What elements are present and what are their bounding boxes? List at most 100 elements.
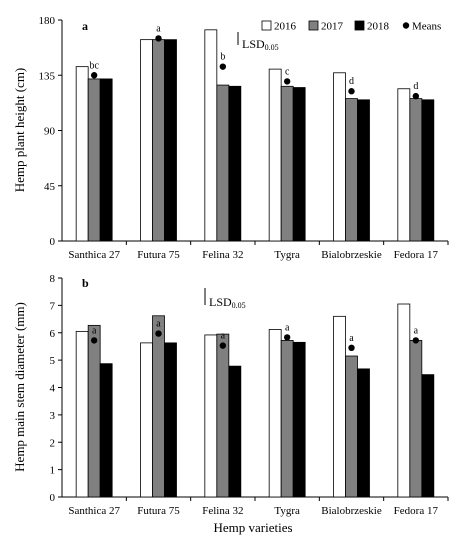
panel-b: b Hemp main stem diameter (mm) LSD0.05 0… [12, 273, 449, 517]
bar-b-2018-5 [421, 374, 435, 498]
significance-letter-b-3: a [285, 322, 290, 333]
category-label-b-0: Santhica 27 [68, 505, 120, 517]
bar-b-2017-3 [280, 340, 294, 498]
bar-b-2018-2 [228, 365, 242, 498]
legend-label-2018: 2018 [367, 21, 390, 33]
significance-letter-a-4: d [349, 76, 354, 87]
significance-letter-a-1: a [156, 23, 161, 34]
x-axis-label: Hemp varieties [213, 520, 292, 535]
bar-b-2016-5 [397, 303, 411, 498]
bar-a-2017-5 [409, 98, 423, 242]
mean-point-b-4 [348, 344, 355, 352]
category-label-a-2: Felina 32 [202, 249, 243, 261]
lsd-text-a: LSD [242, 37, 265, 51]
significance-letter-b-1: a [156, 319, 161, 330]
mean-point-a-2 [219, 63, 227, 70]
bar-a-2018-3 [292, 87, 306, 242]
mean-point-b-0 [90, 337, 98, 344]
bar-b-2018-1 [164, 342, 177, 498]
bar-a-2017-4 [345, 98, 358, 242]
mean-point-a-4 [348, 88, 355, 95]
panel-a-label: a [82, 19, 88, 33]
legend-swatch-means [402, 22, 410, 29]
y-tick-label-a: 90 [44, 126, 56, 138]
bar-a-2017-3 [280, 85, 294, 242]
lsd-label-a: LSD0.05 [242, 37, 279, 52]
significance-letter-b-5: a [414, 325, 419, 336]
bar-a-2017-0 [87, 78, 101, 242]
y-tick-label-b: 7 [50, 300, 56, 312]
category-label-b-5: Fedora 17 [394, 505, 439, 517]
bar-b-2016-0 [75, 330, 89, 498]
category-label-a-5: Fedora 17 [394, 249, 439, 261]
panel-a-ylabel: Hemp plant height (cm) [12, 68, 27, 193]
category-label-a-3: Tygra [274, 249, 300, 261]
lsd-text-b: LSD [209, 295, 232, 309]
significance-letter-a-5: d [413, 81, 418, 92]
y-tick-label-b: 6 [50, 328, 56, 340]
significance-letter-b-0: a [92, 325, 97, 336]
legend-swatch-2018 [354, 20, 365, 31]
y-tick-label-b: 8 [50, 273, 56, 285]
mean-point-a-1 [155, 35, 162, 42]
lsd-sub-b: 0.05 [232, 301, 246, 310]
mean-point-b-3 [283, 334, 291, 341]
bar-b-2018-3 [292, 341, 306, 498]
bar-a-2018-0 [99, 78, 113, 242]
y-tick-label-a: 135 [39, 70, 56, 82]
mean-point-a-5 [412, 92, 420, 100]
legend-label-2017: 2017 [321, 21, 344, 33]
mean-point-b-2 [219, 342, 227, 349]
bar-b-2016-4 [333, 315, 346, 498]
bar-b-2017-2 [216, 333, 230, 498]
significance-letter-a-0: bc [89, 60, 99, 71]
bar-a-2016-4 [333, 72, 346, 242]
bar-a-2018-1 [164, 39, 177, 242]
mean-point-a-3 [283, 78, 291, 85]
legend-label-2016: 2016 [274, 21, 297, 33]
category-label-a-4: Bialobrzeskie [321, 249, 382, 261]
bar-b-2016-1 [140, 342, 153, 498]
bar-a-2016-3 [268, 68, 282, 242]
category-label-b-4: Bialobrzeskie [321, 505, 382, 517]
bar-a-2016-2 [204, 29, 218, 242]
bar-a-2018-5 [421, 99, 435, 242]
y-tick-label-b: 3 [50, 410, 56, 422]
bar-b-2018-0 [99, 363, 113, 498]
bar-b-2017-4 [345, 355, 358, 498]
bar-a-2016-5 [397, 88, 411, 242]
bar-a-2016-1 [140, 39, 153, 242]
category-label-a-1: Futura 75 [137, 249, 180, 261]
significance-letter-a-3: c [285, 66, 290, 77]
legend-swatch-2016 [261, 20, 272, 31]
y-tick-label-b: 2 [50, 437, 56, 449]
y-tick-label-b: 1 [50, 465, 56, 477]
mean-point-b-1 [155, 330, 162, 337]
bar-b-2017-5 [409, 340, 423, 498]
y-tick-label-b: 5 [50, 355, 56, 367]
mean-point-b-5 [412, 337, 420, 344]
significance-letter-b-2: a [221, 331, 226, 342]
category-label-b-1: Futura 75 [137, 505, 180, 517]
bar-b-2016-2 [204, 334, 218, 498]
bar-b-2016-3 [268, 329, 282, 498]
category-label-a-0: Santhica 27 [68, 249, 120, 261]
y-tick-label-a: 45 [44, 181, 56, 193]
lsd-marker-b: LSD0.05 [204, 288, 246, 310]
y-tick-label-b: 4 [50, 383, 56, 395]
lsd-label-b: LSD0.05 [209, 295, 246, 310]
panel-b-label: b [82, 276, 89, 290]
legend: 2016 2017 2018 Means [261, 20, 441, 33]
bar-b-2017-1 [152, 315, 165, 498]
legend-swatch-2017 [308, 20, 319, 31]
bar-a-2016-0 [75, 66, 89, 242]
bar-a-2017-1 [152, 39, 165, 242]
bar-a-2018-4 [357, 99, 370, 242]
lsd-marker-a: LSD0.05 [237, 32, 279, 52]
significance-letter-a-2: b [220, 52, 225, 63]
bar-b-2018-4 [357, 368, 370, 498]
significance-letter-b-4: a [349, 333, 354, 344]
y-tick-label-a: 0 [50, 236, 56, 248]
bar-a-2018-2 [228, 85, 242, 242]
